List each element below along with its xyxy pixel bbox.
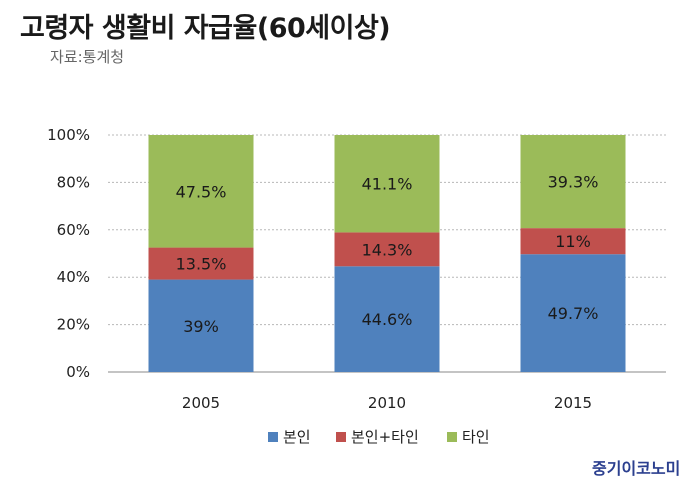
- legend-swatch: [268, 432, 278, 442]
- data-labels: 39% 13.5% 47.5% 44.6% 14.3% 41.1% 49.7% 11% 39.3…: [176, 173, 599, 336]
- data-label: 39.3%: [548, 173, 599, 192]
- x-tick-label: 2005: [182, 394, 220, 412]
- data-label: 41.1%: [362, 175, 413, 194]
- y-tick-label: 0%: [66, 363, 90, 381]
- x-axis-tick-labels: 2005 2010 2015: [182, 394, 592, 412]
- data-label: 44.6%: [362, 310, 413, 329]
- bar-segment: [520, 254, 626, 372]
- y-tick-label: 40%: [57, 268, 90, 286]
- legend-label: 타인: [462, 428, 490, 446]
- bar-segment: [148, 247, 254, 280]
- data-label: 47.5%: [176, 182, 227, 201]
- data-label: 39%: [183, 317, 219, 336]
- bar-segment: [520, 228, 626, 255]
- y-axis-tick-labels: 0% 20% 40% 60% 80% 100%: [47, 126, 90, 381]
- y-tick-label: 100%: [47, 126, 90, 144]
- bar-segment: [520, 135, 626, 229]
- bar-segment: [148, 135, 254, 248]
- bar-segment: [334, 266, 440, 372]
- data-label: 49.7%: [548, 304, 599, 323]
- legend-label: 본인+타인: [351, 428, 419, 446]
- x-tick-label: 2015: [554, 394, 592, 412]
- bar-segment: [334, 135, 440, 233]
- bar-segment: [334, 232, 440, 267]
- brand-logo-text: 중기이코노미: [592, 459, 681, 478]
- legend: 본인 본인+타인 타인: [268, 428, 490, 446]
- legend-swatch: [447, 432, 457, 442]
- legend-label: 본인: [283, 428, 311, 446]
- y-tick-label: 80%: [57, 173, 90, 191]
- x-tick-label: 2010: [368, 394, 406, 412]
- data-label: 14.3%: [362, 240, 413, 259]
- data-label: 11%: [555, 232, 591, 251]
- y-tick-label: 60%: [57, 221, 90, 239]
- data-label: 13.5%: [176, 255, 227, 274]
- bars: [148, 135, 626, 372]
- chart-source: 자료:통계청: [50, 48, 125, 66]
- chart-title: 고령자 생활비 자급율(60세이상): [20, 13, 391, 44]
- y-tick-label: 20%: [57, 316, 90, 334]
- bar-segment: [148, 279, 254, 372]
- legend-swatch: [336, 432, 346, 442]
